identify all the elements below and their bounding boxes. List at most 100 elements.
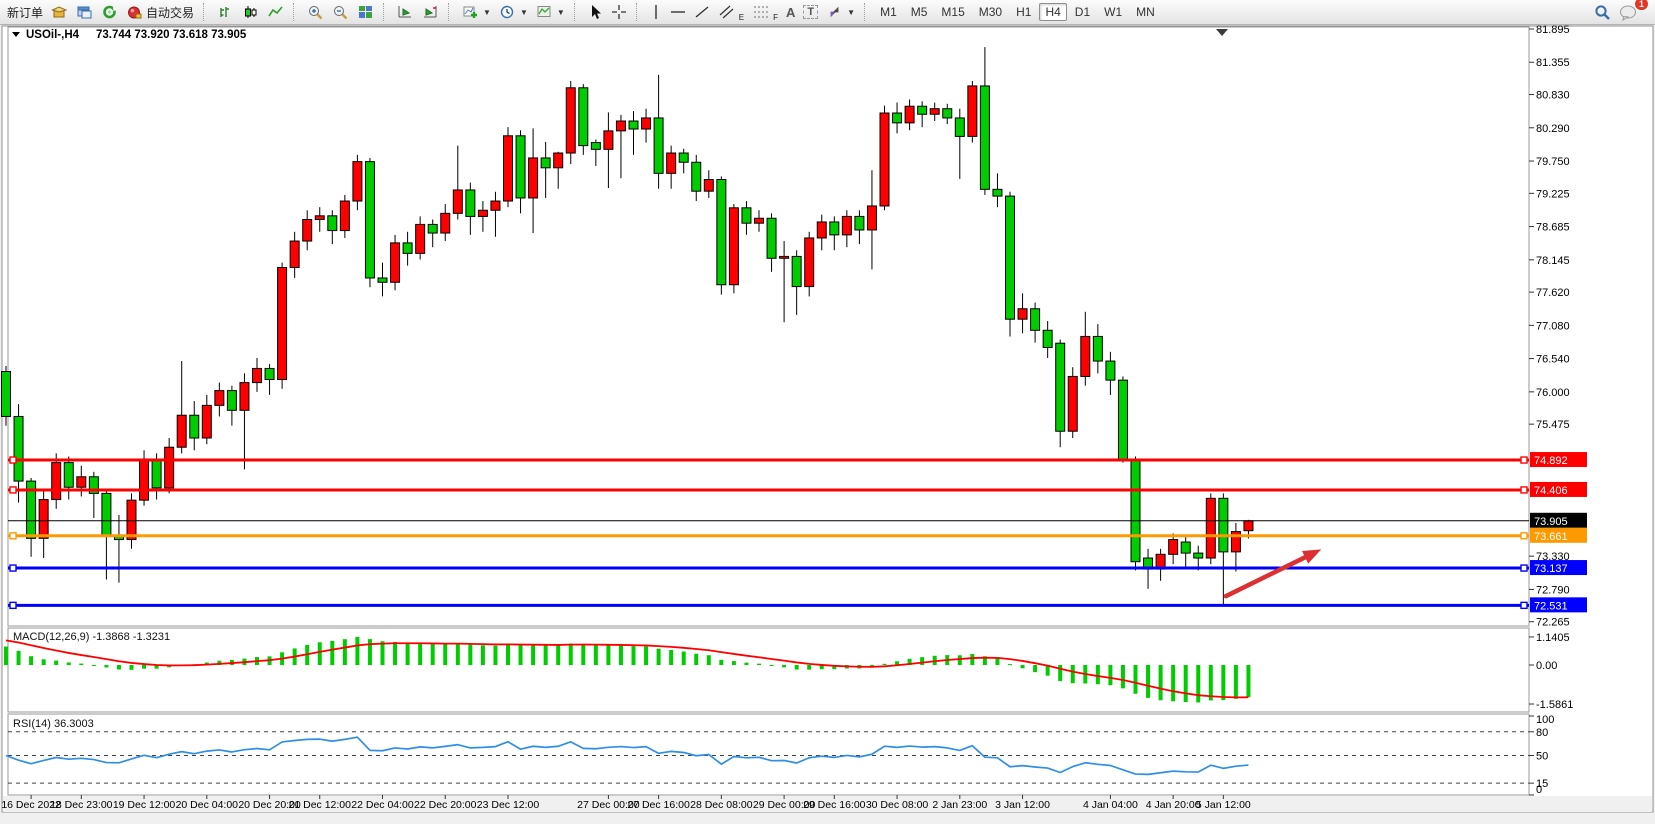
- candle-body: [992, 188, 1003, 197]
- timeframe-button-M15[interactable]: M15: [941, 5, 965, 19]
- bar-chart-icon: [217, 4, 234, 20]
- fibonacci-tool-button[interactable]: F: [748, 1, 782, 23]
- macd-bar: [995, 658, 1000, 665]
- candle-body: [503, 135, 513, 202]
- candle-body: [628, 120, 639, 130]
- macd-bar: [330, 640, 335, 665]
- timeframe-button-MN[interactable]: MN: [1136, 5, 1155, 19]
- macd-bar: [79, 663, 84, 665]
- price-axis-tick: 80.830: [1536, 90, 1570, 102]
- rsi-line: [5, 736, 1249, 776]
- bar-chart-mode-button[interactable]: [213, 1, 238, 23]
- timeframe-button-M30[interactable]: M30: [978, 5, 1003, 19]
- line-handle[interactable]: [9, 532, 17, 540]
- candle-body: [226, 390, 237, 411]
- chart-shift-marker[interactable]: [1216, 29, 1228, 36]
- price-axis-tick: 77.080: [1536, 320, 1570, 332]
- candle-chart-mode-button[interactable]: [238, 1, 263, 23]
- zoom-out-button[interactable]: [328, 1, 353, 23]
- price-axis-tick: 75.475: [1536, 419, 1570, 431]
- line-handle[interactable]: [9, 564, 17, 572]
- candle-body: [26, 480, 37, 539]
- vertical-line-tool-button[interactable]: [646, 1, 666, 23]
- trendline-tool-button[interactable]: [690, 1, 714, 23]
- macd-bar: [581, 644, 586, 665]
- label-tool-icon: T: [803, 5, 819, 19]
- macd-bar: [1196, 665, 1201, 703]
- timeframe-button-D1[interactable]: D1: [1074, 5, 1091, 19]
- price-tag-value: 73.137: [1534, 563, 1568, 575]
- candle-body: [327, 215, 338, 232]
- candle-body: [490, 200, 501, 211]
- chart-title-symbol: USOil-,H4: [26, 29, 80, 41]
- line-handle[interactable]: [9, 601, 17, 610]
- macd-bar: [1058, 665, 1063, 681]
- terminal-window-button[interactable]: [72, 1, 97, 23]
- macd-bar: [819, 665, 824, 670]
- timeframe-button-H4[interactable]: H4: [1039, 3, 1067, 21]
- auto-trading-icon: [126, 4, 143, 20]
- timeframe-button-H1[interactable]: H1: [1016, 5, 1032, 19]
- macd-bar: [506, 644, 510, 665]
- fibo-suffix-glyph: F: [773, 13, 779, 22]
- candle-body: [1243, 520, 1254, 532]
- trend-arrow[interactable]: [1223, 555, 1308, 599]
- refresh-button[interactable]: [97, 1, 122, 23]
- templates-button[interactable]: ▼: [532, 1, 569, 23]
- candle-body: [364, 161, 375, 279]
- candle-body: [703, 178, 714, 192]
- macd-bar: [1095, 665, 1100, 685]
- periods-button[interactable]: ▼: [495, 1, 532, 23]
- auto-trading-button[interactable]: 自动交易: [122, 1, 198, 23]
- crosshair-tool-button[interactable]: [607, 1, 631, 23]
- line-chart-mode-button[interactable]: [263, 1, 288, 23]
- candle-body: [239, 382, 250, 411]
- trend-arrow-head[interactable]: [1301, 549, 1322, 564]
- line-handle[interactable]: [9, 486, 17, 494]
- horizontal-line-tool-button[interactable]: [666, 1, 690, 23]
- chart-menu-caret[interactable]: [12, 32, 20, 37]
- line-handle[interactable]: [1520, 601, 1528, 610]
- candle-body: [766, 217, 777, 259]
- label-tool-button[interactable]: T: [799, 1, 822, 23]
- candle-body: [76, 476, 87, 488]
- line-handle[interactable]: [1520, 532, 1528, 540]
- timeframe-button-M5[interactable]: M5: [910, 5, 928, 19]
- timeframe-button-W1[interactable]: W1: [1104, 5, 1123, 19]
- macd-bar: [782, 665, 787, 668]
- arrows-tool-button[interactable]: ▼: [822, 1, 859, 23]
- auto-scroll-button[interactable]: [393, 1, 418, 23]
- line-handle[interactable]: [1520, 486, 1528, 494]
- candle-body: [51, 462, 62, 501]
- candle-body: [942, 108, 953, 119]
- candle-body: [1092, 335, 1103, 362]
- add-indicator-button[interactable]: ▼: [458, 1, 495, 23]
- cursor-tool-button[interactable]: [584, 1, 607, 23]
- macd-bar: [430, 644, 435, 665]
- line-handle[interactable]: [9, 456, 17, 464]
- time-axis-label: 29 Dec 16:00: [803, 799, 866, 811]
- text-tool-button[interactable]: A: [782, 1, 799, 23]
- candle-body: [716, 178, 727, 286]
- chart-shift-button[interactable]: [418, 1, 443, 23]
- new-order-button[interactable]: 新订单: [3, 1, 47, 23]
- tile-windows-button[interactable]: [353, 1, 378, 23]
- chat-button[interactable]: 1: [1615, 0, 1649, 23]
- search-button[interactable]: [1589, 1, 1615, 23]
- candle-body: [728, 207, 739, 286]
- macd-bar: [568, 643, 573, 665]
- macd-axis-tick: -1.5861: [1536, 699, 1573, 711]
- timeframe-button-M1[interactable]: M1: [880, 5, 897, 19]
- macd-bar: [1183, 665, 1188, 703]
- zoom-in-button[interactable]: [303, 1, 328, 23]
- macd-bar: [982, 656, 987, 665]
- line-handle[interactable]: [1520, 456, 1528, 464]
- macd-bar: [1158, 665, 1163, 701]
- channel-tool-button[interactable]: E: [714, 1, 748, 23]
- candle-body: [804, 237, 815, 288]
- candle-body: [1017, 308, 1028, 320]
- candle-body: [1180, 541, 1191, 554]
- line-handle[interactable]: [1520, 564, 1528, 572]
- market-watch-button[interactable]: [47, 1, 72, 23]
